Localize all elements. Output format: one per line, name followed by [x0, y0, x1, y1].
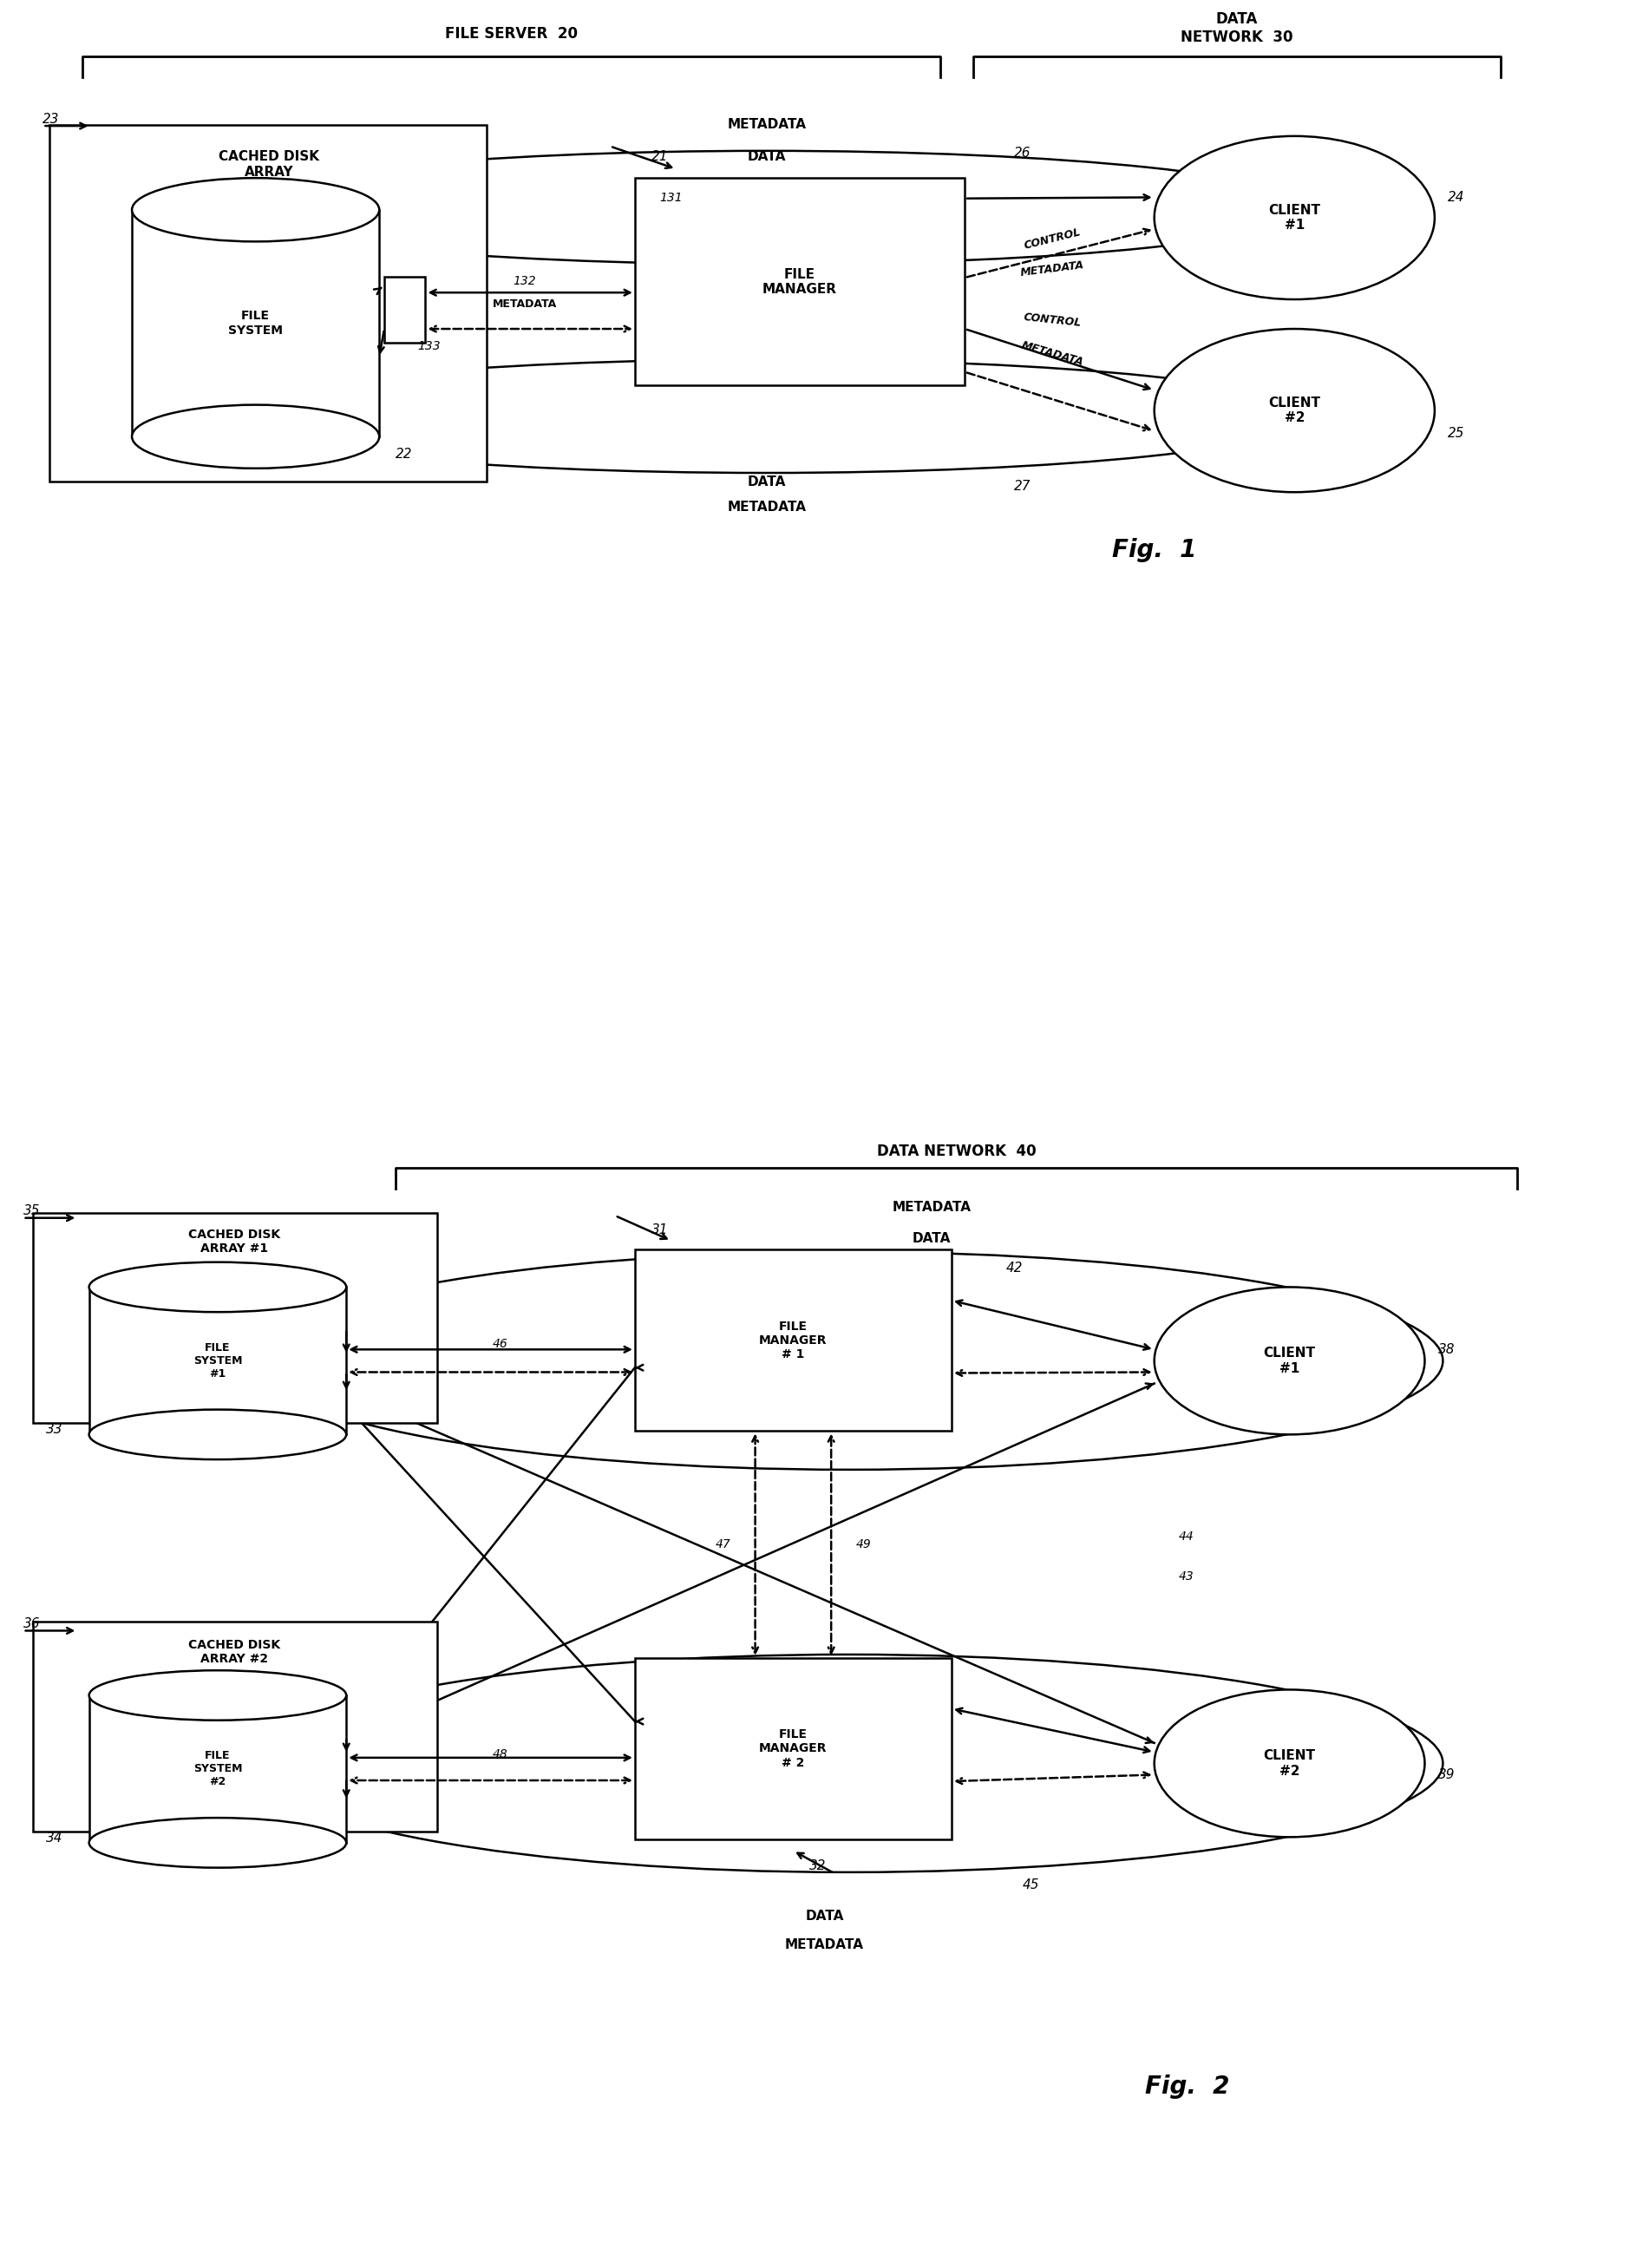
Text: 48: 48: [493, 1749, 508, 1760]
Text: 26: 26: [1014, 147, 1031, 159]
Text: DATA: DATA: [912, 1232, 951, 1245]
Text: DATA: DATA: [805, 1910, 844, 1923]
Text: METADATA: METADATA: [491, 299, 557, 308]
Text: CONTROL: CONTROL: [1022, 227, 1082, 252]
Text: 38: 38: [1438, 1343, 1454, 1356]
Text: METADATA: METADATA: [892, 1202, 971, 1213]
Ellipse shape: [132, 179, 379, 243]
Text: 22: 22: [396, 449, 412, 460]
Text: 43: 43: [1179, 1569, 1194, 1583]
Text: 27: 27: [1014, 481, 1031, 492]
Text: CLIENT
#1: CLIENT #1: [1268, 204, 1321, 231]
Text: Fig.  1: Fig. 1: [1111, 538, 1197, 562]
Ellipse shape: [1154, 1288, 1425, 1433]
Ellipse shape: [89, 1261, 346, 1311]
Text: 47: 47: [716, 1538, 731, 1551]
Text: DATA NETWORK  40: DATA NETWORK 40: [877, 1143, 1036, 1159]
Text: CONTROL: CONTROL: [1022, 311, 1082, 329]
Text: FILE
SYSTEM
#1: FILE SYSTEM #1: [193, 1343, 242, 1379]
Text: 33: 33: [46, 1424, 63, 1436]
Text: FILE
MANAGER
# 2: FILE MANAGER # 2: [759, 1728, 828, 1769]
Bar: [89, 1288, 346, 1433]
Text: 132: 132: [513, 274, 536, 288]
Text: 131: 131: [660, 191, 683, 204]
Bar: [49, 125, 486, 483]
Bar: [132, 211, 379, 438]
Ellipse shape: [89, 1408, 346, 1461]
Text: DATA: DATA: [747, 150, 787, 163]
Text: FILE
MANAGER
# 1: FILE MANAGER # 1: [759, 1320, 828, 1361]
Text: CACHED DISK
ARRAY #2: CACHED DISK ARRAY #2: [188, 1640, 280, 1665]
Text: FILE
SYSTEM
#2: FILE SYSTEM #2: [193, 1751, 242, 1787]
Text: 32: 32: [810, 1860, 826, 1873]
Text: 34: 34: [46, 1833, 63, 1844]
Bar: [89, 1696, 346, 1842]
Text: FILE SERVER  20: FILE SERVER 20: [445, 27, 577, 41]
Bar: [635, 1658, 951, 1839]
Text: METADATA: METADATA: [727, 118, 806, 132]
Text: 21: 21: [651, 150, 668, 163]
Bar: [635, 179, 965, 386]
Text: 42: 42: [1006, 1261, 1022, 1275]
Bar: [33, 1622, 437, 1833]
Text: FILE
MANAGER: FILE MANAGER: [762, 268, 838, 295]
Text: 31: 31: [651, 1222, 668, 1236]
Text: 25: 25: [1448, 426, 1464, 440]
Text: 45: 45: [1022, 1878, 1039, 1892]
Text: DATA: DATA: [747, 476, 787, 488]
Text: 23: 23: [43, 113, 59, 125]
Text: METADATA: METADATA: [1019, 340, 1085, 367]
Ellipse shape: [132, 406, 379, 469]
Text: 133: 133: [417, 340, 440, 352]
Text: CACHED DISK
ARRAY: CACHED DISK ARRAY: [218, 150, 320, 179]
Ellipse shape: [1154, 329, 1435, 492]
Text: CLIENT
#1: CLIENT #1: [1263, 1347, 1316, 1374]
Text: 24: 24: [1448, 191, 1464, 204]
Text: CLIENT
#2: CLIENT #2: [1263, 1749, 1316, 1778]
Text: FILE
SYSTEM: FILE SYSTEM: [228, 311, 284, 336]
Text: 44: 44: [1179, 1531, 1194, 1542]
Text: METADATA: METADATA: [727, 501, 806, 513]
Text: 36: 36: [23, 1617, 40, 1631]
Bar: [33, 1213, 437, 1424]
Text: DATA
NETWORK  30: DATA NETWORK 30: [1181, 11, 1293, 45]
Text: 46: 46: [493, 1338, 508, 1349]
Text: Fig.  2: Fig. 2: [1144, 2075, 1230, 2098]
Text: 49: 49: [856, 1538, 871, 1551]
Bar: [384, 277, 425, 342]
Text: CACHED DISK
ARRAY #1: CACHED DISK ARRAY #1: [188, 1229, 280, 1254]
Ellipse shape: [89, 1819, 346, 1869]
Ellipse shape: [89, 1669, 346, 1721]
Text: CLIENT
#2: CLIENT #2: [1268, 397, 1321, 424]
Text: METADATA: METADATA: [785, 1939, 864, 1950]
Ellipse shape: [1154, 136, 1435, 299]
Text: 39: 39: [1438, 1769, 1454, 1780]
Text: 35: 35: [23, 1204, 40, 1218]
Ellipse shape: [1154, 1690, 1425, 1837]
Text: METADATA: METADATA: [1019, 259, 1085, 279]
Bar: [635, 1250, 951, 1431]
